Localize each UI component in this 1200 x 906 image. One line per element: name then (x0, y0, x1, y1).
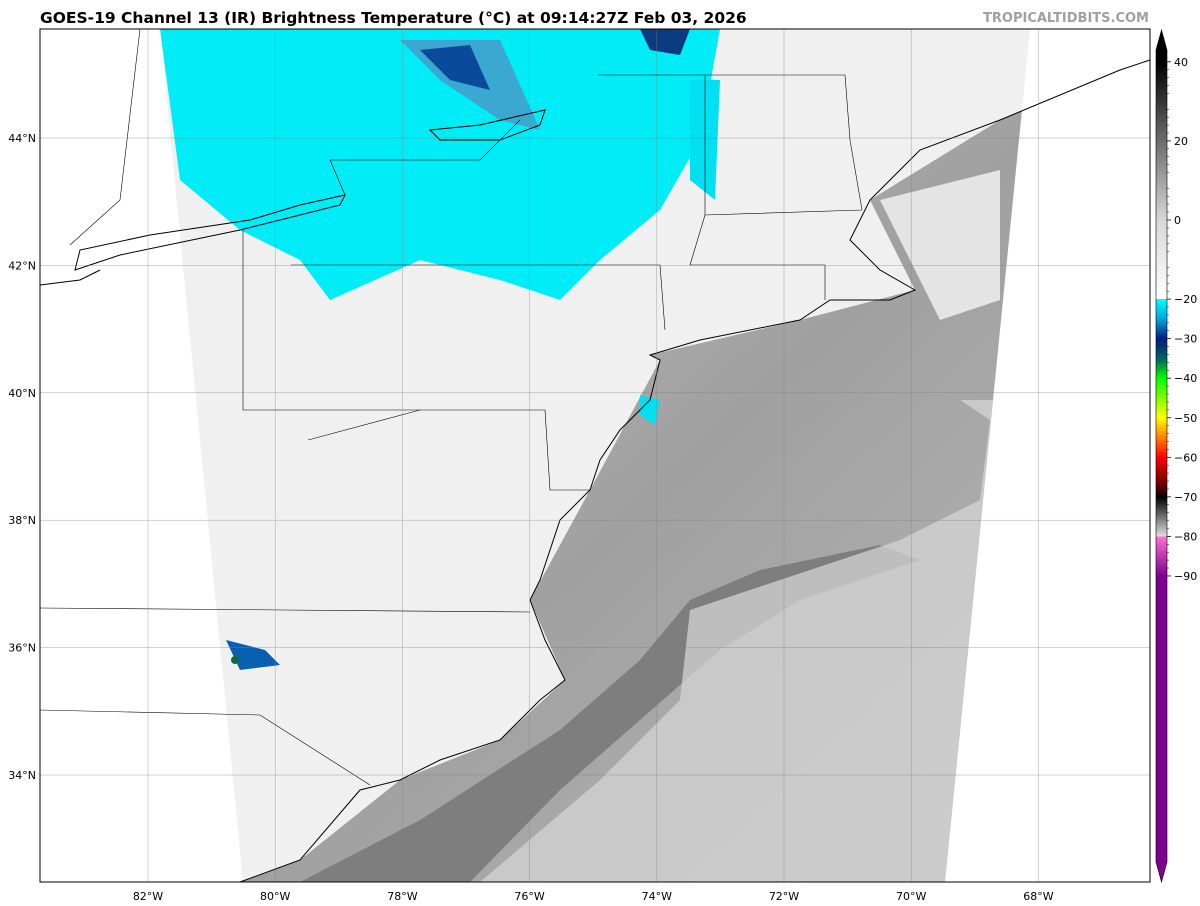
lat-label: 34°N (8, 769, 36, 782)
satellite-imagery (160, 29, 1030, 882)
lon-label: 76°W (514, 890, 544, 903)
colorbar-tick-label: −70 (1174, 491, 1197, 504)
lat-label: 38°N (8, 514, 36, 527)
colorbar-tick-label: −50 (1174, 412, 1197, 425)
lon-label: 70°W (896, 890, 926, 903)
colorbar-tick-label: 0 (1174, 214, 1181, 227)
lat-label: 42°N (8, 259, 36, 272)
colorbar-tick-label: −90 (1174, 570, 1197, 583)
lon-label: 68°W (1023, 890, 1053, 903)
map-title: GOES-19 Channel 13 (IR) Brightness Tempe… (40, 9, 747, 27)
colorbar-tick-label: −30 (1174, 333, 1197, 346)
watermark: TROPICALTIDBITS.COM (983, 11, 1149, 26)
colorbar-tick-label: −40 (1174, 372, 1197, 385)
colorbar-tick-label: 20 (1174, 135, 1188, 148)
colorbar-tick-label: −20 (1174, 293, 1197, 306)
colorbar-tick-label: −80 (1174, 530, 1197, 543)
lon-label: 72°W (769, 890, 799, 903)
colorbar: 40 20 0 −20 −30 −40 −50 −60 −70 −80 −90 (1155, 28, 1197, 884)
colorbar-tick-label: 40 (1174, 56, 1188, 69)
colorbar-bar (1155, 28, 1168, 884)
lat-label: 36°N (8, 642, 36, 655)
lat-label: 40°N (8, 387, 36, 400)
colorbar-tick-label: −60 (1174, 451, 1197, 464)
lon-label: 80°W (260, 890, 290, 903)
graticule (40, 29, 1150, 882)
lon-label: 78°W (387, 890, 417, 903)
map-frame (39, 28, 1151, 883)
lon-label: 82°W (133, 890, 163, 903)
lat-label: 44°N (8, 132, 36, 145)
state-borders (40, 29, 863, 786)
longitude-labels: 82°W 80°W 78°W 76°W 74°W 72°W 70°W 68°W (133, 890, 1054, 903)
latitude-labels: 44°N 42°N 40°N 38°N 36°N 34°N (8, 132, 36, 782)
lon-label: 74°W (642, 890, 672, 903)
map-area (40, 29, 1150, 882)
